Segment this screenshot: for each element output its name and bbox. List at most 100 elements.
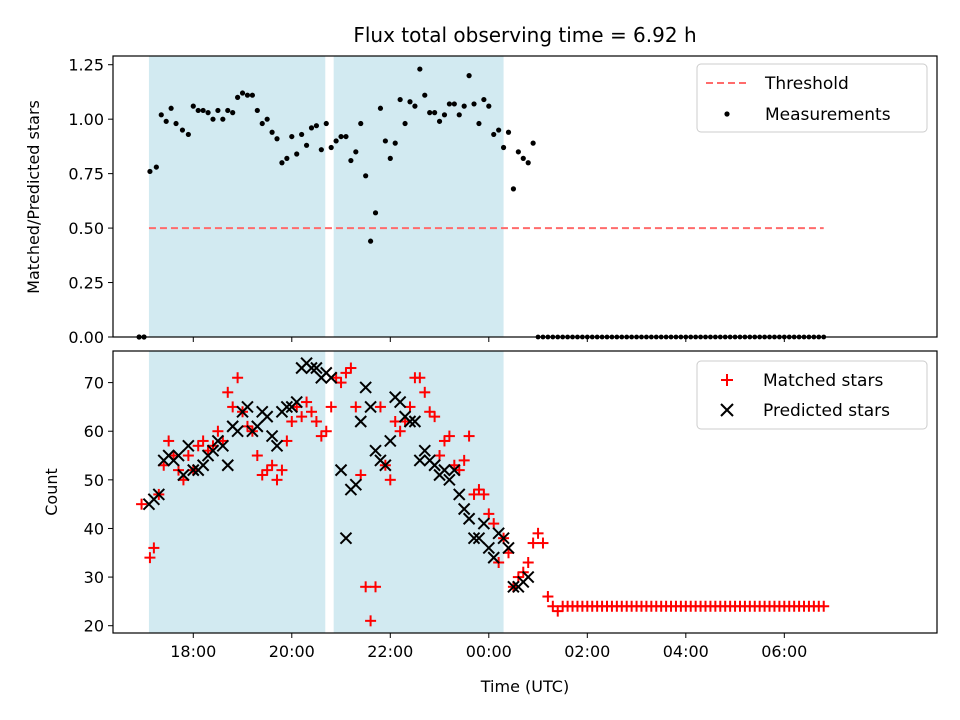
- x-tick-label-2: 22:00: [367, 642, 413, 661]
- x-axis-label: Time (UTC): [480, 677, 569, 696]
- matched-point-48: [374, 401, 386, 413]
- matched-point-46: [365, 615, 377, 627]
- legend-predicted-label: Predicted stars: [763, 401, 890, 421]
- matched-point-19: [232, 372, 244, 384]
- x-tick-label-3: 00:00: [466, 642, 512, 661]
- y-tick-label-1-0: 20: [84, 617, 104, 636]
- predicted-point-59: [438, 463, 451, 477]
- measurement-point-41: [343, 133, 349, 140]
- measurement-point-10: [190, 103, 196, 109]
- predicted-point-7: [177, 468, 190, 482]
- measurement-point-54: [407, 99, 413, 105]
- measurement-point-42: [348, 157, 354, 164]
- y-tick-label-0-5: 1.25: [68, 56, 104, 75]
- measurement-point-46: [367, 238, 374, 244]
- legend-predicted-swatch: [720, 403, 734, 417]
- measurement-point-51: [392, 140, 398, 146]
- y-tick-label-1-3: 50: [84, 471, 104, 490]
- measurement-point-67: [471, 101, 477, 107]
- matched-point-58: [424, 406, 436, 418]
- bottom-y-axis-label: Count: [42, 468, 61, 516]
- matched-point-59: [429, 411, 441, 423]
- measurement-point-14: [210, 116, 216, 122]
- matched-point-5: [163, 435, 175, 447]
- top-y-axis-label: Matched/Predicted stars: [24, 100, 43, 294]
- measurement-point-49: [382, 138, 388, 144]
- predicted-point-38: [334, 463, 348, 477]
- matched-point-138: [818, 600, 830, 612]
- matched-point-26: [266, 459, 278, 471]
- matched-point-30: [286, 416, 298, 427]
- measurement-point-55: [412, 103, 418, 109]
- predicted-point-50: [393, 395, 407, 409]
- predicted-point-41: [349, 478, 363, 491]
- predicted-point-13: [206, 444, 220, 457]
- measurement-point-58: [427, 110, 433, 116]
- predicted-point-71: [497, 531, 510, 545]
- x-tick-label-1: 20:00: [269, 642, 315, 661]
- matched-point-15: [212, 425, 224, 437]
- predicted-point-33: [305, 361, 318, 375]
- measurement-point-64: [456, 112, 462, 118]
- y-tick-label-0-1: 0.25: [68, 274, 104, 293]
- measurement-point-62: [446, 101, 452, 107]
- panel-frame-0: [112, 55, 938, 338]
- measurement-point-56: [417, 66, 423, 72]
- predicted-point-24: [260, 410, 274, 423]
- measurement-point-38: [328, 144, 334, 151]
- matched-point-69: [478, 488, 490, 500]
- measurement-point-28: [279, 160, 285, 166]
- matched-point-0: [136, 498, 148, 510]
- matched-point-56: [414, 372, 426, 384]
- predicted-point-64: [462, 512, 476, 525]
- measurement-point-4: [158, 112, 164, 118]
- legend-bottom: Matched stars Predicted stars: [696, 360, 928, 430]
- predicted-point-61: [448, 463, 461, 477]
- measurement-point-17: [225, 107, 231, 114]
- measurement-point-36: [318, 147, 324, 153]
- measurement-point-24: [259, 120, 265, 127]
- predicted-point-25: [265, 429, 279, 443]
- measurement-point-22: [249, 92, 255, 98]
- measurement-point-52: [397, 96, 403, 103]
- measurement-point-39: [333, 138, 339, 144]
- measurement-point-43: [353, 149, 359, 155]
- matched-point-25: [261, 464, 273, 476]
- predicted-point-9: [187, 463, 200, 477]
- measurement-point-34: [308, 125, 315, 131]
- measurement-point-59: [432, 110, 438, 116]
- matched-point-11: [192, 440, 204, 452]
- measurement-point-6: [168, 105, 174, 111]
- x-tick-label-6: 06:00: [761, 642, 807, 661]
- predicted-point-39: [339, 531, 353, 545]
- predicted-point-60: [443, 473, 456, 487]
- measurement-point-12: [200, 107, 206, 114]
- matched-point-47: [370, 581, 382, 593]
- measurement-point-13: [205, 110, 211, 116]
- measurement-point-33: [303, 142, 310, 148]
- matched-point-40: [335, 377, 347, 389]
- predicted-point-15: [216, 439, 230, 453]
- measurement-point-65: [461, 103, 467, 109]
- matched-point-43: [350, 401, 362, 413]
- predicted-point-73: [507, 580, 520, 594]
- matched-point-52: [394, 425, 406, 437]
- y-tick-label-0-4: 1.00: [68, 110, 104, 129]
- predicted-point-54: [413, 454, 427, 467]
- measurement-point-72: [496, 127, 502, 133]
- measurement-point-50: [387, 155, 393, 161]
- y-tick-label-0-3: 0.75: [68, 165, 104, 184]
- matched-point-33: [301, 396, 313, 408]
- matched-point-42: [345, 362, 357, 374]
- measurement-point-69: [481, 96, 487, 103]
- predicted-point-16: [221, 459, 234, 472]
- predicted-point-55: [418, 444, 431, 457]
- measurement-point-74: [505, 129, 512, 135]
- predicted-point-72: [502, 541, 515, 555]
- measurement-point-40: [338, 133, 344, 140]
- matched-point-50: [384, 474, 396, 486]
- matched-point-65: [458, 454, 470, 466]
- matched-point-17: [222, 386, 234, 398]
- measurement-point-60: [436, 118, 443, 124]
- matched-point-32: [296, 411, 308, 423]
